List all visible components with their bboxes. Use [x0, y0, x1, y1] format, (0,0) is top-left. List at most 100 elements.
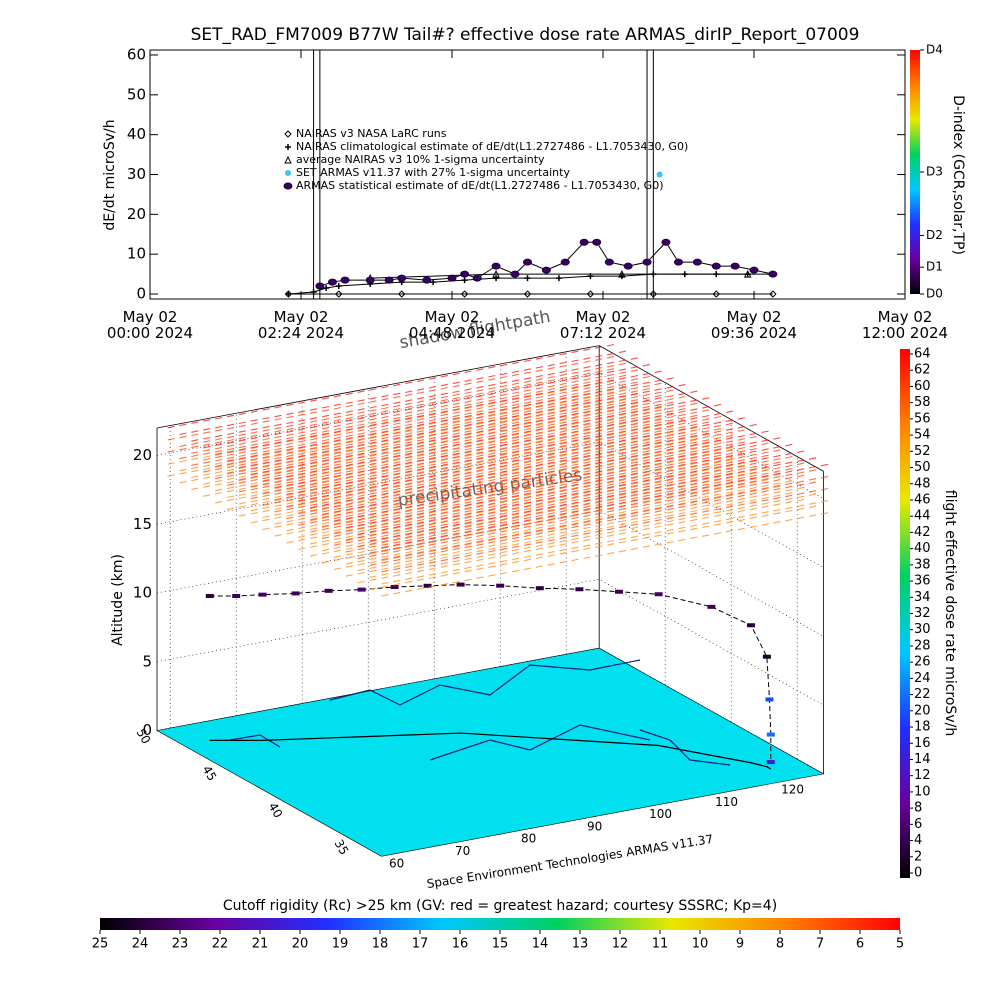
flight-point	[324, 588, 333, 593]
x-tick-label: May 02 00:00 2024	[107, 308, 193, 342]
text-line: 04:48 2024	[409, 323, 495, 341]
colorbar-tick-label: 4	[914, 833, 922, 848]
y-tick-label: 30	[127, 165, 146, 183]
text-line: May 02	[123, 308, 178, 326]
particle-layer	[167, 392, 829, 597]
text-line: May 02	[274, 308, 329, 326]
data-point	[642, 258, 652, 266]
colorbar-tick-label: 22	[914, 687, 931, 702]
z-tick-label: 20	[133, 446, 152, 464]
z-tick-label: 5	[142, 652, 152, 670]
flight-point	[232, 594, 241, 599]
colorbar-tick-label: 54	[914, 428, 931, 443]
colorbar-tick-label: 15	[492, 937, 509, 952]
colorbar-tick-label: 10	[692, 937, 709, 952]
colorbar-tick-label: 24	[132, 937, 149, 952]
data-point	[335, 283, 342, 290]
text-line: May 02	[576, 308, 631, 326]
data-point	[768, 270, 778, 278]
z-tick-label: 0	[142, 721, 152, 739]
legend-symbol	[285, 170, 291, 176]
legend-label: SET ARMAS v11.37 with 27% 1-sigma uncert…	[296, 166, 570, 179]
text-line: May 02	[878, 308, 933, 326]
colorbar-tick-label: 18	[372, 937, 389, 952]
colorbar-tick-label: 21	[252, 937, 269, 952]
data-point	[310, 289, 317, 296]
y-tick-label: 45	[200, 763, 220, 783]
data-point	[460, 290, 469, 298]
flight-point	[258, 592, 267, 597]
colorbar-tick-label: 25	[92, 937, 109, 952]
x-tick-label: 100	[649, 807, 672, 821]
data-point	[618, 269, 626, 278]
flight-point	[615, 589, 623, 594]
text-line: May 02	[727, 308, 782, 326]
colorbar-tick-label: 6	[914, 817, 922, 832]
y-tick-label: 20	[127, 205, 146, 223]
colorbar-tick-label: 56	[914, 411, 931, 426]
colorbar-tick-label: 18	[914, 720, 931, 735]
flight-shadow	[209, 732, 772, 770]
particle-layer	[167, 343, 829, 549]
colorbar-tick-label: 52	[914, 444, 931, 459]
text-line: 07:12 2024	[560, 323, 646, 341]
data-point	[523, 290, 532, 298]
colorbar-tick-label: D2	[926, 228, 943, 242]
data-point	[560, 258, 570, 266]
x-tick-label: May 02 04:48 2024	[409, 308, 495, 342]
colorbar-tick-label: 46	[914, 492, 931, 507]
data-point	[712, 290, 720, 298]
colorbar-tick-label: 42	[914, 525, 931, 540]
data-point	[661, 238, 671, 246]
flight-point	[765, 697, 774, 702]
colorbar-tick-label: 32	[914, 606, 931, 621]
flight-track	[209, 584, 772, 763]
text-line: 00:00 2024	[107, 323, 193, 341]
data-point	[592, 238, 602, 246]
colorbar-tick-label: 30	[914, 622, 931, 637]
data-point	[461, 277, 468, 284]
colorbar-tick-label: 58	[914, 395, 931, 410]
colorbar-tick-label: 48	[914, 476, 931, 491]
flight-point	[205, 594, 214, 599]
data-point	[579, 238, 589, 246]
colorbar-tick-label: 17	[412, 937, 429, 952]
data-point	[769, 290, 777, 298]
flight-point	[575, 587, 584, 592]
colorbar-tick-label: 5	[896, 937, 904, 952]
data-point	[604, 258, 614, 266]
flight-point	[762, 654, 771, 659]
data-point	[555, 275, 562, 282]
data-point	[472, 274, 482, 282]
colorbar-tick-label: 9	[736, 937, 744, 952]
y-tick-label: 35	[332, 837, 352, 857]
colorbar-tick-label: 64	[914, 347, 931, 362]
data-point	[340, 276, 350, 284]
data-point	[586, 290, 595, 298]
data-point	[674, 258, 683, 266]
colorbar-tick-label: 40	[914, 541, 931, 556]
flight-point	[766, 760, 775, 765]
colorbar-tick-label: 7	[816, 937, 824, 952]
data-point	[492, 269, 500, 278]
colorbar-tick-label: 8	[776, 937, 784, 952]
colorbar-tick-label: D4	[926, 43, 943, 57]
data-point	[422, 276, 432, 284]
y-axis-label: dE/dt microSv/h	[102, 119, 118, 230]
colorbar-tick-label: 14	[914, 752, 931, 767]
legend-symbol	[284, 130, 292, 138]
colorbar-title: flight effective dose rate microSv/h	[942, 490, 958, 736]
legend-label: NAIRAS climatological estimate of dE/dt(…	[296, 140, 688, 153]
colorbar-tick-label: 60	[914, 379, 931, 394]
legend-symbol	[283, 182, 293, 190]
colorbar-tick-label: 34	[914, 590, 931, 605]
colorbar-tick-label: 13	[572, 937, 589, 952]
legend-symbol	[284, 155, 292, 164]
colorbar-title: D-index (GCR,solar,TP)	[950, 95, 966, 255]
colorbar-tick-label: 28	[914, 638, 931, 653]
y-tick-label: 10	[127, 245, 146, 263]
data-point	[460, 270, 470, 278]
data-point	[335, 290, 343, 298]
x-tick-label: May 02 12:00 2024	[862, 308, 948, 342]
